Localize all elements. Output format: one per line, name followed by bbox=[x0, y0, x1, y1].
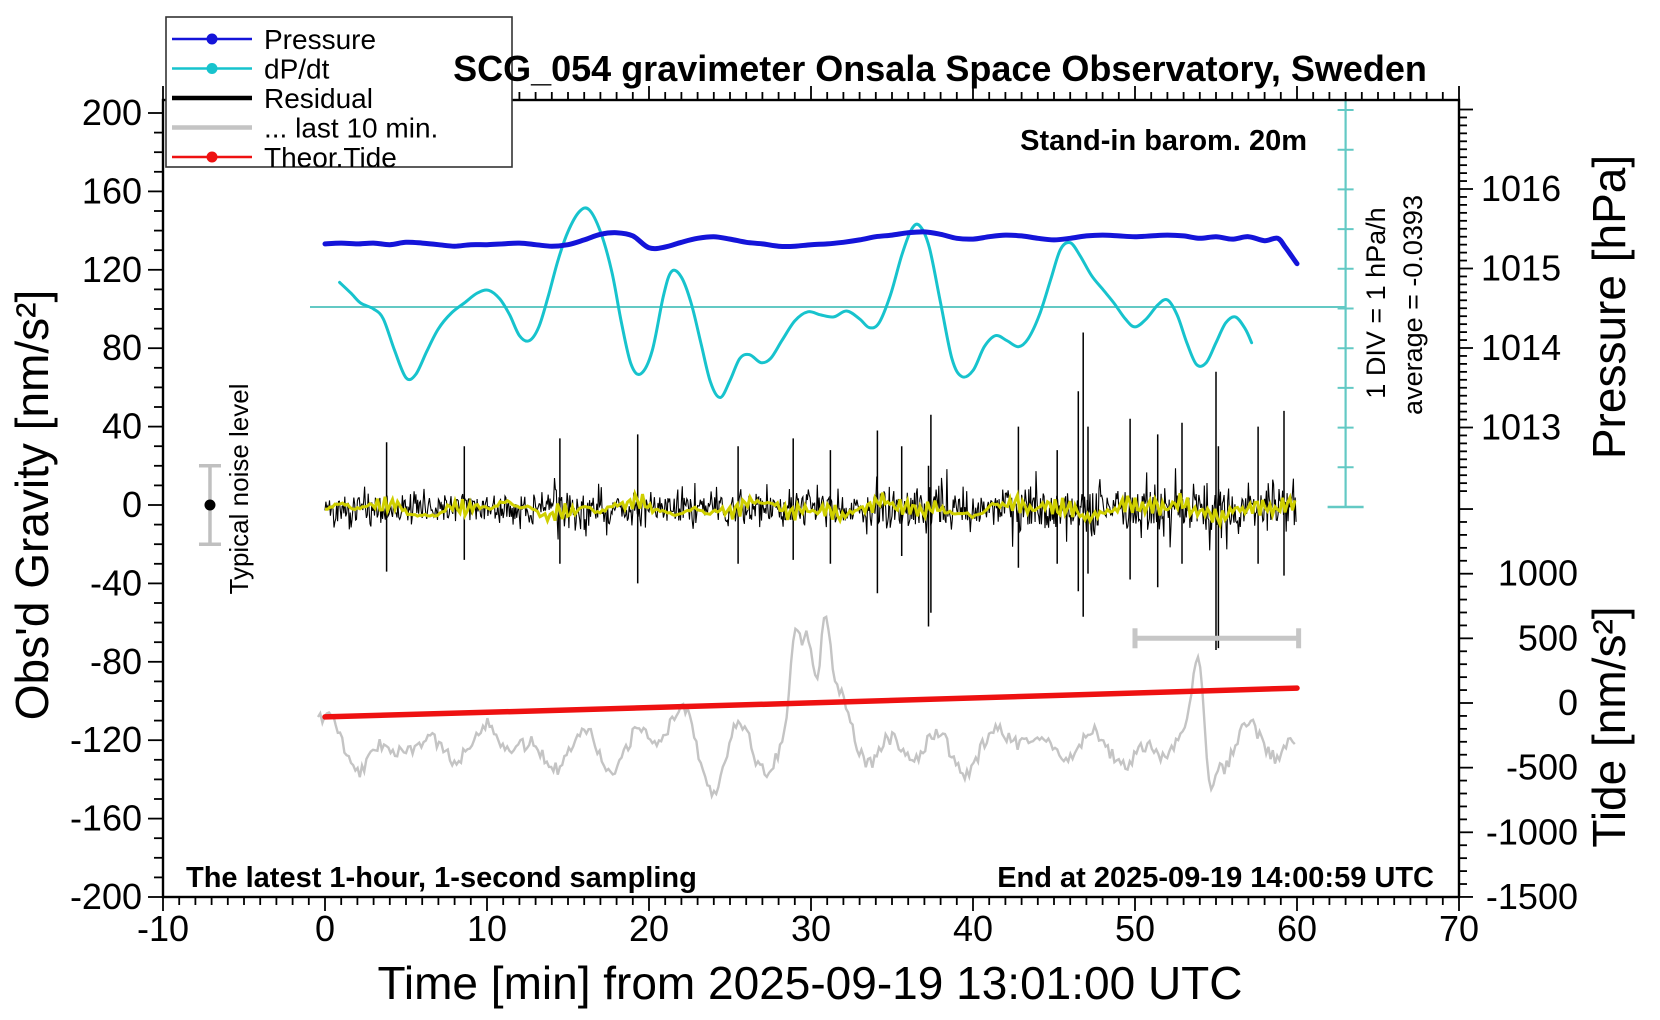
legend-item-label: dP/dt bbox=[264, 54, 330, 85]
noise-level-note: Typical noise level bbox=[224, 384, 254, 595]
tide-tick-label: -1500 bbox=[1486, 876, 1578, 917]
tide-tick-label: -500 bbox=[1506, 747, 1578, 788]
chart-title: SCG_054 gravimeter Onsala Space Observat… bbox=[453, 48, 1427, 89]
x-tick-label: 20 bbox=[629, 908, 669, 949]
legend-item-theortide: Theor.Tide bbox=[172, 142, 397, 173]
series-theor-tide bbox=[322, 685, 1300, 720]
gravity-tick-label: -200 bbox=[70, 876, 142, 917]
gravity-tick-label: 80 bbox=[102, 327, 142, 368]
pressure-tick-label: 1014 bbox=[1481, 327, 1561, 368]
series-residual bbox=[324, 468, 1297, 551]
legend-marker-pressure bbox=[206, 33, 218, 45]
legend-marker-dpdt bbox=[206, 63, 218, 74]
legend-marker-theortide bbox=[206, 151, 218, 163]
tide-tick-label: 0 bbox=[1558, 682, 1578, 723]
div-ruler bbox=[1327, 100, 1364, 509]
gravity-tick-label: 160 bbox=[82, 170, 142, 211]
pressure-tick-label: 1013 bbox=[1481, 407, 1561, 448]
tide-tick-label: 1000 bbox=[1498, 553, 1578, 594]
legend-item-last10: ... last 10 min. bbox=[172, 113, 438, 144]
plot-frame bbox=[161, 98, 1461, 899]
gravity-tick-label: -40 bbox=[90, 562, 142, 603]
x-tick-label: 30 bbox=[791, 908, 831, 949]
chart-series-layer bbox=[198, 100, 1364, 800]
gravity-tick-label: -160 bbox=[70, 798, 142, 839]
tide-tick-label: -1000 bbox=[1486, 811, 1578, 852]
standin-barometer-note: Stand-in barom. 20m bbox=[1020, 125, 1307, 157]
end-time-note: End at 2025-09-19 14:00:59 UTC bbox=[997, 862, 1434, 894]
last10-span-bar bbox=[1132, 628, 1302, 649]
pressure-axis-title: Pressure [hPa] bbox=[1583, 155, 1635, 459]
gravity-axis-title: Obs'd Gravity [nm/s²] bbox=[6, 290, 58, 721]
gravity-tick-label: -80 bbox=[90, 641, 142, 682]
pressure-tick-label: 1015 bbox=[1481, 248, 1561, 289]
x-tick-label: 70 bbox=[1439, 908, 1479, 949]
gravity-tick-label: 200 bbox=[82, 92, 142, 133]
noise-level-bar bbox=[198, 464, 221, 546]
legend-item-label: Residual bbox=[264, 83, 373, 114]
noise-level-dot bbox=[204, 499, 216, 511]
chart-ticks-layer: -10 0 10 20 30 40 50 60 70 200 160 120 80 40 0 -40 -80 -1… bbox=[70, 86, 1578, 949]
gravity-tick-label: -120 bbox=[70, 719, 142, 760]
legend-item-pressure: Pressure bbox=[172, 24, 376, 55]
sampling-note: The latest 1-hour, 1-second sampling bbox=[186, 862, 697, 894]
pressure-tick-label: 1016 bbox=[1481, 168, 1561, 209]
series-residual-smoothed bbox=[325, 488, 1297, 530]
x-tick-label: -10 bbox=[137, 908, 189, 949]
x-tick-label: 50 bbox=[1115, 908, 1155, 949]
average-note: average = -0.0393 bbox=[1398, 195, 1428, 415]
legend-item-label: ... last 10 min. bbox=[264, 113, 438, 144]
legend-item-label: Pressure bbox=[264, 24, 376, 55]
x-tick-label: 60 bbox=[1277, 908, 1317, 949]
x-tick-label: 0 bbox=[315, 908, 335, 949]
x-tick-label: 10 bbox=[467, 908, 507, 949]
gravity-tick-label: 120 bbox=[82, 249, 142, 290]
legend-item-residual: Residual bbox=[172, 83, 373, 114]
legend-item-dpdt: dP/dt bbox=[172, 54, 330, 85]
series-residual-spikes bbox=[385, 332, 1285, 650]
chart-frame-layer bbox=[161, 98, 1461, 899]
series-pressure bbox=[322, 229, 1300, 267]
tide-axis-title: Tide [nm/s²] bbox=[1583, 606, 1635, 847]
series-dpdt bbox=[338, 206, 1254, 399]
series-last10min bbox=[316, 615, 1296, 800]
x-axis-title: Time [min] from 2025-09-19 13:01:00 UTC bbox=[378, 957, 1243, 1009]
x-tick-label: 40 bbox=[953, 908, 993, 949]
gravity-tick-label: 0 bbox=[122, 484, 142, 525]
div-scale-note: 1 DIV = 1 hPa/h bbox=[1361, 207, 1391, 398]
gravity-tick-label: 40 bbox=[102, 406, 142, 447]
tide-tick-label: 500 bbox=[1518, 617, 1578, 658]
legend-item-label: Theor.Tide bbox=[264, 142, 397, 173]
legend-box bbox=[165, 16, 513, 168]
